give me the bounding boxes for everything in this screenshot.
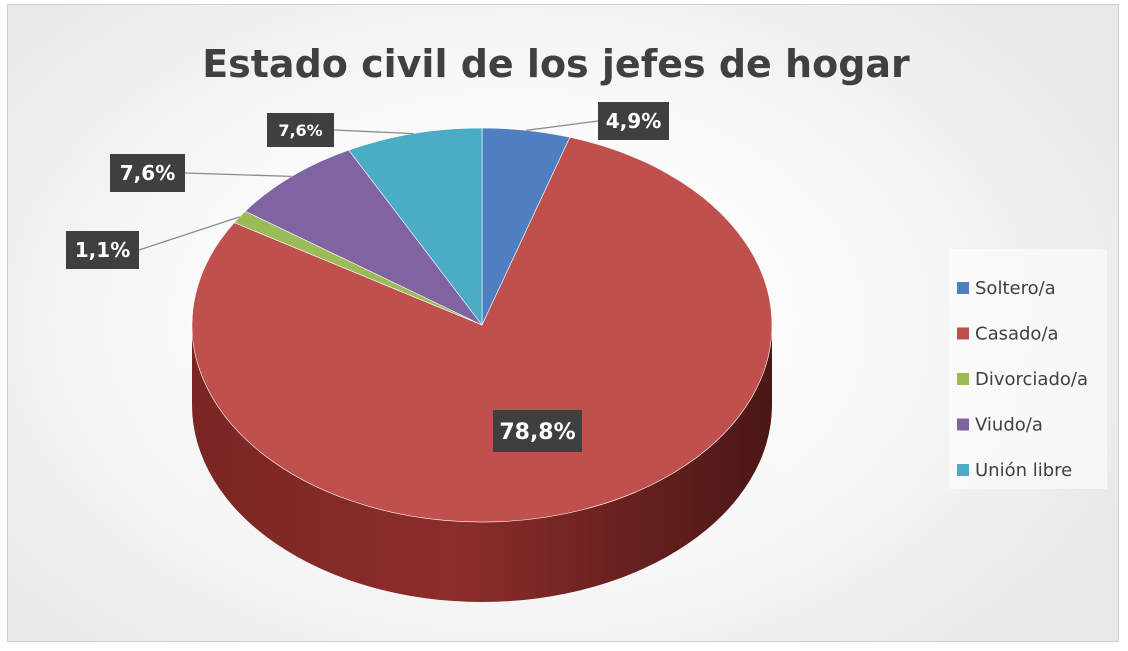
data-label-box-viudo-a — [110, 154, 185, 192]
pie-slice-viudo-a[interactable] — [244, 149, 483, 326]
legend-swatch-divorciado-a — [957, 373, 969, 385]
legend-label-union-libre: Unión libre — [975, 460, 1072, 481]
data-label-union-libre: 7,6% — [278, 121, 322, 140]
legend-label-viudo-a: Viudo/a — [975, 415, 1043, 436]
pie-group: 4,9% 78,8% 1,1% 7,6% 7,6% — [66, 102, 801, 602]
data-label-viudo-a: 7,6% — [120, 161, 175, 185]
chart-title: Estado civil de los jefes de hogar — [202, 42, 910, 86]
legend-label-divorciado-a: Divorciado/a — [975, 369, 1088, 390]
pie-chart: Estado civil de los jefes de hogar 4,9% 7… — [66, 42, 1107, 602]
pie-slice-union-libre[interactable] — [348, 127, 483, 326]
legend-swatch-union-libre — [957, 464, 969, 476]
data-label-divorciado-a: 1,1% — [75, 238, 130, 262]
chart-area: Estado civil de los jefes de hogar 4,9% 7… — [7, 4, 1119, 642]
data-label-soltero-a: 4,9% — [606, 109, 661, 133]
leader-line-viudo-a — [184, 172, 292, 178]
data-label-box-divorciado-a — [66, 231, 139, 269]
legend: Soltero/a Casado/a Divorciado/a Viudo/a Unió… — [949, 249, 1107, 489]
data-label-box-casado-a — [493, 410, 582, 452]
legend-swatch-viudo-a — [957, 418, 969, 431]
legend-label-soltero-a: Soltero/a — [975, 278, 1056, 299]
leader-line-soltero-a — [526, 120, 599, 131]
pie-slice-casado-a[interactable] — [191, 136, 773, 523]
legend-box — [949, 249, 1107, 489]
pie-side-casado-a — [192, 325, 772, 602]
legend-label-casado-a: Casado/a — [975, 324, 1059, 345]
data-label-casado-a: 78,8% — [499, 420, 575, 445]
legend-swatch-soltero-a — [957, 282, 969, 294]
data-label-box-soltero-a — [598, 102, 669, 140]
leader-line-divorciado-a — [138, 216, 240, 251]
legend-swatch-casado-a — [957, 327, 969, 340]
data-label-box-union-libre — [267, 113, 334, 147]
leader-line-union-libre — [333, 129, 414, 135]
